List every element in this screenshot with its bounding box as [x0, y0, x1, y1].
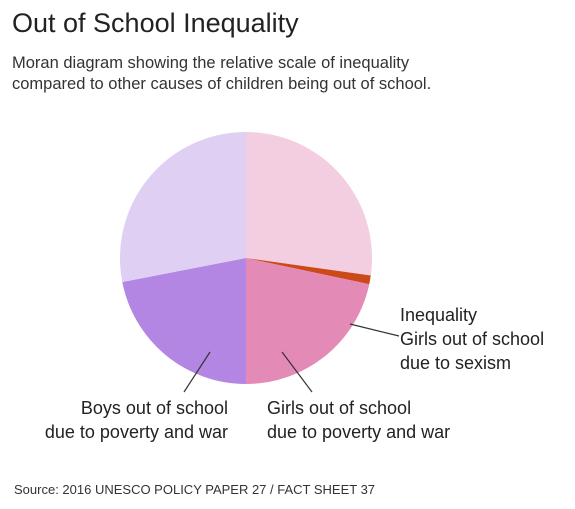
- pie-slice-inequality: [246, 258, 371, 285]
- pie-slice-girls-poverty-war: [246, 258, 370, 384]
- pie-slice-boys-poverty-war: [122, 258, 246, 384]
- slice-label-inequality-line-1: Inequality: [400, 305, 477, 325]
- chart-title: Out of School Inequality: [12, 8, 299, 38]
- slice-label-girls-poverty-war-line-2: due to poverty and war: [267, 422, 450, 442]
- pie-slice-boys-in-school: [119, 132, 246, 283]
- leader-line-inequality: [349, 323, 400, 337]
- slice-label-boys-poverty-war-line-1: Boys out of school: [81, 398, 228, 418]
- slice-label-boys-poverty-war-line-2: due to poverty and war: [45, 422, 228, 442]
- leader-line-girls-poverty-war: [281, 351, 313, 393]
- leader-line-boys-poverty-war: [183, 351, 211, 393]
- pie-slice-girls-in-school: [246, 132, 372, 276]
- slice-label-inequality-line-2: Girls out of school: [400, 329, 544, 349]
- subtitle-line-1: Moran diagram showing the relative scale…: [12, 54, 410, 72]
- slice-label-inequality-line-3: due to sexism: [400, 353, 511, 373]
- subtitle-line-2: compared to other causes of children bei…: [12, 75, 432, 93]
- source-note: Source: 2016 UNESCO POLICY PAPER 27 / FA…: [14, 482, 376, 497]
- slice-label-girls-poverty-war-line-1: Girls out of school: [267, 398, 411, 418]
- chart-subtitle: Moran diagram showing the relative scale…: [12, 53, 567, 95]
